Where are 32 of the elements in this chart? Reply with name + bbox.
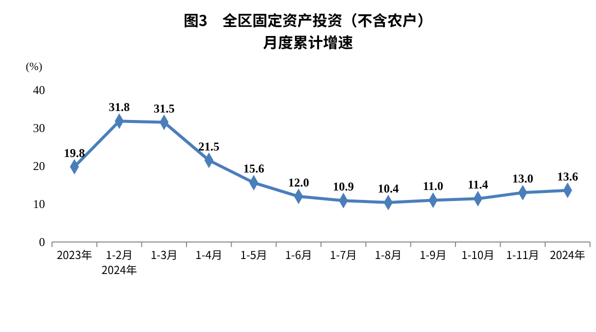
- chart-title: 图3 全区固定资产投资（不含农户）: [184, 10, 432, 31]
- x-tick-label: 1-9月: [420, 247, 447, 263]
- x-tick-label: 1-4月: [195, 247, 222, 263]
- x-tick-label: 1-8月: [374, 247, 402, 263]
- text: 21.5: [198, 139, 220, 154]
- text: 11.4: [468, 178, 488, 192]
- text: 13.6: [557, 169, 578, 184]
- chart-subtitle: 月度累计增速: [262, 32, 354, 53]
- x-tick-label: 1-10月: [461, 247, 494, 263]
- y-tick-label: 30: [33, 121, 45, 135]
- x-tick-label: 2024年: [550, 247, 586, 263]
- text: 10.4: [378, 181, 399, 196]
- y-tick-label: 40: [33, 83, 45, 97]
- x-tick-label: 1-6月: [285, 247, 312, 263]
- y-tick-label: 0: [39, 235, 45, 249]
- x-tick-label: 1-5月: [240, 247, 268, 263]
- y-axis-title: (%): [26, 61, 43, 73]
- text: 11.0: [422, 179, 444, 194]
- text: 13.0: [512, 172, 534, 186]
- text: 31.5: [154, 101, 175, 116]
- y-tick-label: 10: [33, 197, 45, 211]
- text: 15.6: [243, 162, 264, 176]
- x-tick-label: 1-7月: [330, 247, 357, 263]
- x-tick-label: 1-2月 2024年: [102, 247, 137, 278]
- x-tick-label: 1-11月: [506, 247, 540, 263]
- y-tick-label: 20: [33, 159, 45, 173]
- x-tick-label: 2023年: [56, 247, 92, 263]
- text: 19.8: [64, 146, 85, 160]
- text: 12.0: [288, 175, 310, 190]
- text: 10.9: [332, 180, 354, 194]
- x-tick-label: 1-3月: [150, 247, 178, 263]
- text: 31.8: [108, 100, 130, 114]
